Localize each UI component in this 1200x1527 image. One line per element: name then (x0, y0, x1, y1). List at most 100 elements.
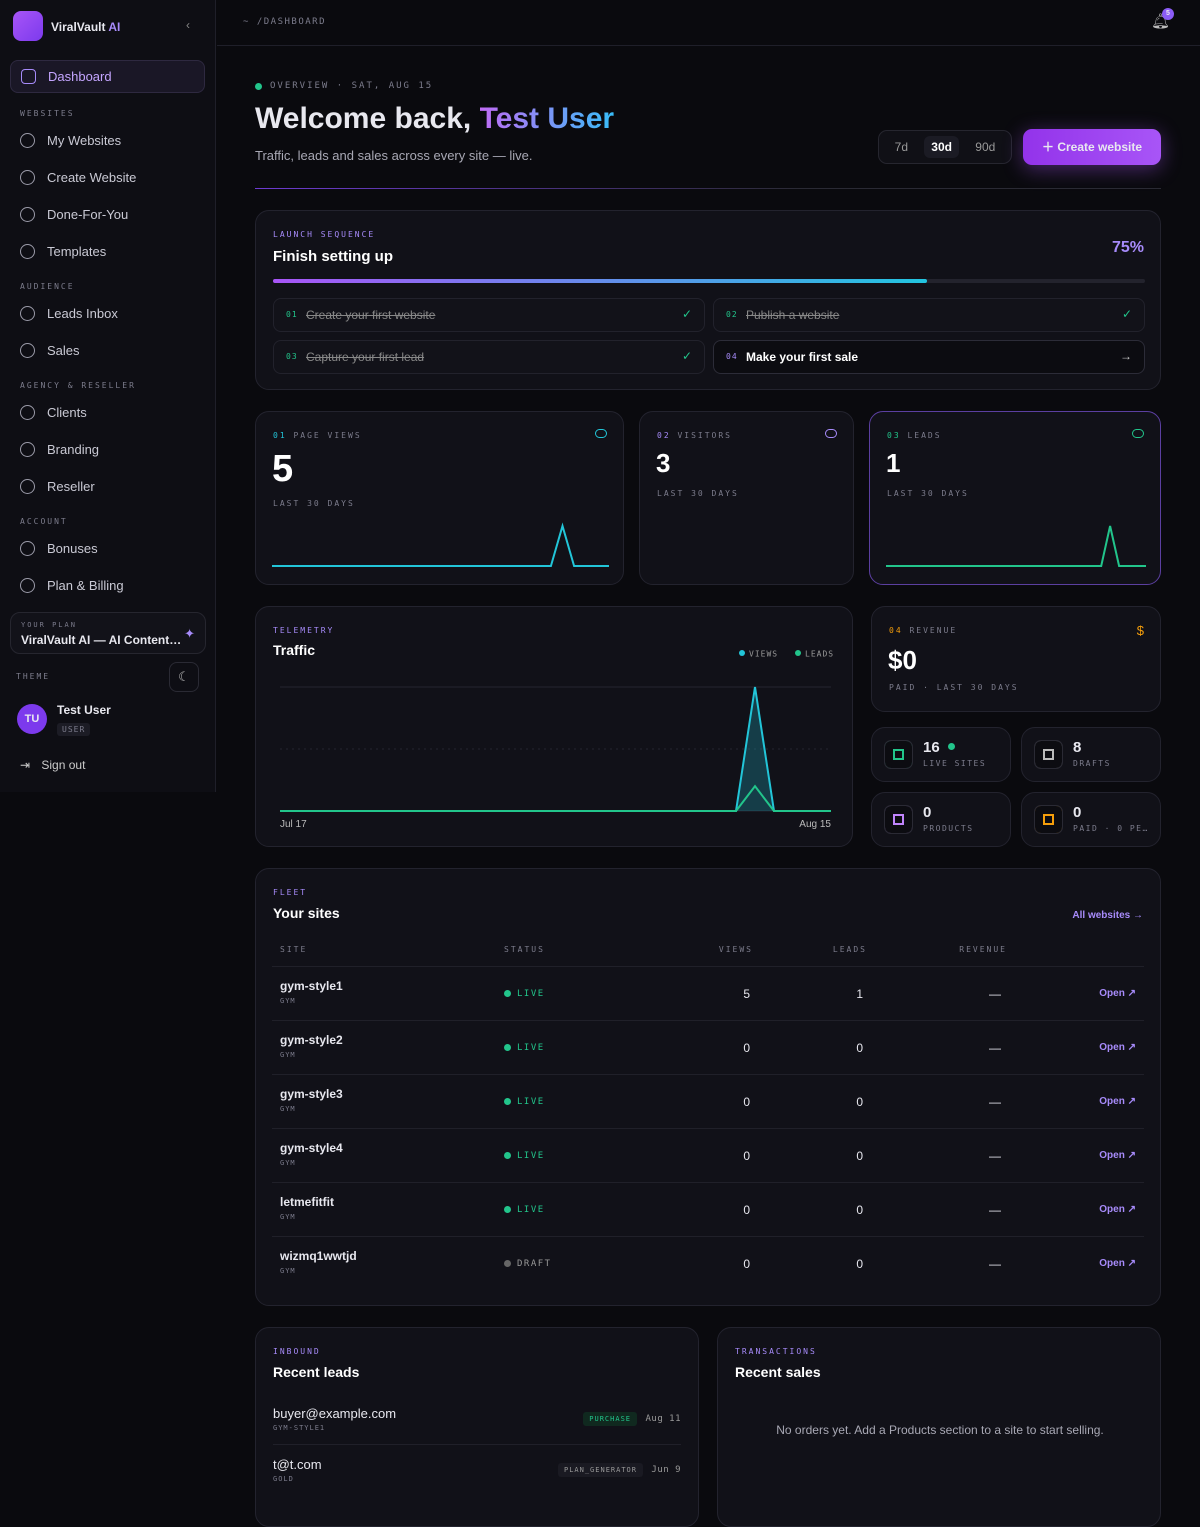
subtitle: Traffic, leads and sales across every si… (255, 148, 533, 163)
status: LIVE (517, 1097, 545, 1107)
progress-fill (273, 279, 927, 283)
step-num: 02 (726, 310, 738, 319)
step-num: 01 (286, 310, 298, 319)
views: 5 (743, 987, 750, 1001)
open-link[interactable]: Open ↗ (1099, 1150, 1136, 1161)
site-name: letmefitfit (280, 1195, 334, 1209)
all-websites-link[interactable]: All websites → (1072, 910, 1143, 921)
setup-card: LAUNCH SEQUENCE Finish setting up 75% 01… (255, 210, 1161, 390)
site-name: gym-style4 (280, 1141, 343, 1155)
sparkline-line (886, 525, 1146, 567)
status: LIVE (517, 1205, 545, 1215)
range-option[interactable]: 30d (924, 136, 959, 158)
create-website-button[interactable]: ＋ Create website (1023, 129, 1161, 165)
nav-item[interactable]: Branding (0, 431, 215, 468)
open-label: Open (1099, 1042, 1125, 1053)
site-name: gym-style3 (280, 1087, 343, 1101)
theme-toggle[interactable]: ☾ (169, 662, 199, 692)
user-role: USER (57, 723, 91, 736)
collapse-button[interactable]: ‹ (186, 18, 190, 32)
lead-tag: PURCHASE (583, 1412, 637, 1426)
setup-title: Finish setting up (273, 248, 393, 265)
x-tick-label: Aug 15 (799, 819, 831, 830)
range-option[interactable]: 90d (975, 140, 996, 154)
cta-label: Create website (1057, 140, 1143, 154)
nav-item[interactable]: Templates (0, 233, 215, 270)
column-header: STATUS (504, 945, 545, 954)
brand-accent: AI (108, 20, 121, 34)
nav-item[interactable]: Sales (0, 332, 215, 369)
logo (13, 11, 43, 41)
sign-out-label: Sign out (41, 758, 86, 772)
mini-stat-card: 8 DRAFTS (1021, 727, 1161, 782)
mini-label: PRODUCTS (923, 824, 974, 833)
sales-card: TRANSACTIONS Recent sales No orders yet.… (717, 1327, 1161, 1527)
status: DRAFT (517, 1259, 552, 1269)
nav-item[interactable]: Create Website (0, 159, 215, 196)
site-category: GYM (280, 1105, 296, 1113)
x-tick-label: Jul 17 (280, 819, 307, 830)
open-label: Open (1099, 1096, 1125, 1107)
notification-badge: 5 (1162, 8, 1174, 20)
nav-item[interactable]: My Websites (0, 122, 215, 159)
open-link[interactable]: Open ↗ (1099, 988, 1136, 999)
brand-name: ViralVault (51, 20, 106, 34)
range-picker: 7d 30d 90d (878, 130, 1012, 164)
nav-item[interactable]: Reseller (0, 468, 215, 505)
sales-empty: No orders yet. Add a Products section to… (776, 1423, 1104, 1437)
table-row: gym-style4 GYM LIVE 0 0 — Open ↗ (272, 1128, 1144, 1182)
nav-item[interactable]: Clients (0, 394, 215, 431)
leads-title: Recent leads (273, 1364, 360, 1380)
step-num: 04 (726, 352, 738, 361)
plan-box[interactable]: YOUR PLAN ViralVault AI — AI Content… ✦ (10, 612, 206, 654)
nav-item[interactable]: Plan & Billing (0, 567, 215, 604)
open-link[interactable]: Open ↗ (1099, 1042, 1136, 1053)
mini-label: PAID · 0 PE… (1073, 824, 1149, 833)
step-label: Publish a website (746, 308, 840, 322)
revenue: — (989, 1149, 1001, 1163)
stat-label-row: 03 LEADS (887, 431, 942, 440)
open-link[interactable]: Open ↗ (1099, 1204, 1136, 1215)
nav-label: Plan & Billing (47, 578, 124, 593)
traffic-eyebrow: TELEMETRY (273, 626, 335, 635)
stat-num: 01 (273, 431, 287, 440)
step-label: Create your first website (306, 308, 436, 322)
site-category: GYM (280, 1267, 296, 1275)
stat-icon (595, 429, 607, 438)
sign-out[interactable]: ⇥ Sign out (20, 758, 86, 772)
nav-label: Clients (47, 405, 87, 420)
mini-icon (1034, 805, 1063, 834)
status: LIVE (517, 1043, 545, 1053)
open-link[interactable]: Open ↗ (1099, 1258, 1136, 1269)
traffic-chart: Jul 17 Aug 15 VIEWS LEADS (280, 650, 833, 830)
leads: 0 (856, 1203, 863, 1217)
setup-step[interactable]: 04 Make your first sale → (713, 340, 1145, 374)
status-dot (504, 990, 511, 997)
revenue-period: PAID · LAST 30 DAYS (889, 683, 1019, 692)
open-link[interactable]: Open ↗ (1099, 1096, 1136, 1107)
nav-label: Sales (47, 343, 80, 358)
revenue-label-row: 04 REVENUE (889, 626, 957, 635)
icon (20, 442, 35, 457)
table-row: gym-style1 GYM LIVE 5 1 — Open ↗ (272, 966, 1144, 1020)
views: 0 (743, 1095, 750, 1109)
range-option[interactable]: 7d (894, 140, 908, 154)
site-name: gym-style1 (280, 979, 343, 993)
headline: Welcome back, Test User (255, 102, 614, 136)
mini-value: 0 (923, 804, 932, 821)
stat-icon (1132, 429, 1144, 438)
table-row: gym-style3 GYM LIVE 0 0 — Open ↗ (272, 1074, 1144, 1128)
icon (20, 133, 35, 148)
series-line-area (280, 687, 831, 811)
nav-item[interactable]: Leads Inbox (0, 295, 215, 332)
column-header: SITE (280, 945, 308, 954)
nav-item[interactable]: Done-For-You (0, 196, 215, 233)
open-label: Open (1099, 1150, 1125, 1161)
nav-section-label: ACCOUNT (20, 517, 68, 526)
check-icon: ✓ (681, 349, 692, 363)
table-row: gym-style2 GYM LIVE 0 0 — Open ↗ (272, 1020, 1144, 1074)
nav-item-active[interactable]: Dashboard (10, 60, 205, 93)
nav-item[interactable]: Bonuses (0, 530, 215, 567)
site-category: GYM (280, 1051, 296, 1059)
views: 0 (743, 1041, 750, 1055)
